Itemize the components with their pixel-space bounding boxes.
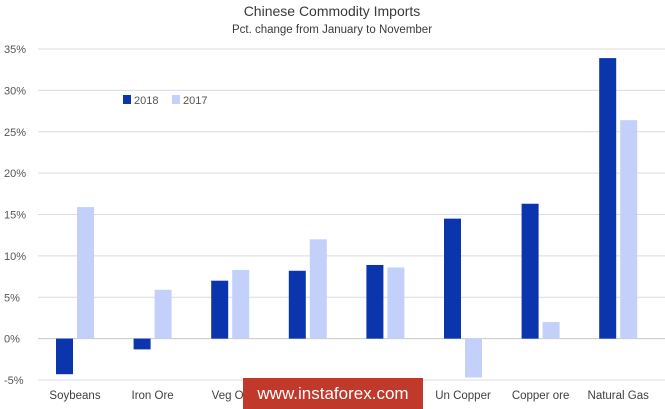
category-label: Soybeans	[49, 390, 100, 402]
y-tick-label: 35%	[4, 44, 26, 56]
chart-subtitle: Pct. change from January to November	[232, 24, 432, 36]
bar-2017-3	[309, 239, 327, 339]
bar-2018-2	[211, 280, 229, 339]
bar-2017-7	[620, 120, 638, 339]
legend-label-2017: 2017	[183, 95, 207, 107]
bar-2018-3	[288, 270, 306, 339]
bar-2017-5	[465, 338, 482, 378]
y-tick-label: 15%	[4, 210, 26, 222]
bars	[56, 58, 638, 378]
bar-2018-7	[599, 58, 617, 339]
bar-2017-1	[154, 289, 172, 339]
y-tick-label: 0%	[4, 334, 20, 346]
watermark-banner: www.instaforex.com	[243, 378, 423, 409]
bar-2017-4	[387, 267, 405, 339]
gridlines	[38, 48, 665, 381]
y-tick-label: 5%	[4, 292, 20, 304]
category-label: Veg Oil	[212, 390, 249, 402]
y-tick-label: 30%	[4, 85, 26, 97]
bar-2018-0	[56, 338, 73, 375]
category-label: Iron Ore	[132, 390, 174, 402]
chart-title: Chinese Commodity Imports	[244, 3, 421, 19]
legend-swatch-2017	[172, 95, 180, 104]
y-tick-label: 20%	[4, 168, 26, 180]
legend: 2018 2017	[123, 95, 207, 107]
category-labels: Soybeans Iron Ore Veg Oil Un Copper Copper o…	[49, 390, 649, 402]
y-tick-label: 10%	[4, 251, 26, 263]
category-label: Copper ore	[512, 390, 570, 402]
category-label: Natural Gas	[588, 390, 650, 402]
bar-2017-6	[542, 322, 560, 339]
bar-2018-1	[133, 338, 151, 350]
bar-2018-6	[521, 203, 539, 339]
y-axis-ticks: -5% 0% 5% 10% 15% 20% 25% 30% 35%	[4, 44, 26, 387]
y-tick-label: -5%	[4, 375, 24, 387]
legend-swatch-2018	[123, 95, 131, 104]
y-tick-label: 25%	[4, 127, 26, 139]
watermark-text: www.instaforex.com	[257, 383, 409, 403]
category-label: Un Copper	[435, 390, 491, 402]
bar-2018-5	[444, 218, 461, 339]
bar-2017-0	[77, 207, 94, 339]
legend-label-2018: 2018	[134, 95, 158, 107]
bar-2017-2	[232, 269, 250, 339]
bar-2018-4	[366, 264, 384, 339]
